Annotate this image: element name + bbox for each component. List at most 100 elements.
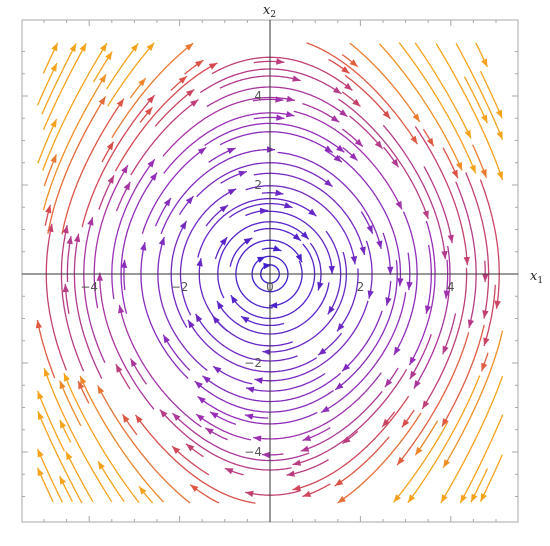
- stream-arrowhead: [422, 400, 430, 409]
- stream-arrowhead: [253, 435, 262, 442]
- streamline: [262, 251, 348, 353]
- stream-arrowhead: [395, 200, 402, 210]
- stream-arrowhead: [50, 119, 57, 128]
- streamline: [65, 451, 94, 503]
- stream-arrowhead: [275, 96, 284, 103]
- stream-arrowhead: [272, 245, 282, 252]
- stream-arrowhead: [158, 236, 165, 246]
- stream-arrowhead: [300, 445, 310, 452]
- streamline: [43, 367, 113, 503]
- streamline: [36, 448, 63, 503]
- stream-arrowhead: [302, 490, 312, 497]
- stream-arrowhead: [367, 290, 374, 299]
- stream-arrowhead: [393, 494, 401, 503]
- stream-arrowhead: [308, 208, 317, 217]
- streamline: [36, 319, 56, 379]
- stream-arrowhead: [62, 225, 69, 234]
- stream-arrowhead: [426, 137, 434, 147]
- stream-arrowhead: [97, 385, 105, 395]
- x-tick-label: −4: [80, 280, 98, 294]
- stream-arrowhead: [196, 258, 203, 267]
- streamline: [204, 122, 345, 153]
- stream-arrowhead: [243, 237, 253, 245]
- stream-arrowhead: [259, 207, 269, 215]
- stream-arrowhead: [321, 405, 330, 413]
- stream-arrowhead: [335, 382, 344, 390]
- streamline: [216, 282, 330, 335]
- stream-arrowhead: [443, 459, 451, 468]
- stream-arrowhead: [43, 368, 50, 377]
- stream-arrowhead: [334, 478, 344, 486]
- stream-arrowhead: [354, 138, 363, 147]
- stream-arrowhead: [121, 165, 128, 174]
- stream-arrowhead: [122, 414, 130, 423]
- stream-arrowhead: [467, 319, 474, 328]
- stream-arrowhead: [393, 346, 401, 356]
- stream-arrowhead: [186, 89, 195, 97]
- stream-arrowhead: [62, 283, 69, 293]
- stream-arrowhead: [464, 129, 471, 139]
- streamline: [83, 217, 106, 363]
- stream-arrowhead: [78, 380, 85, 390]
- streamline: [253, 172, 366, 256]
- stream-arrowhead: [51, 42, 58, 52]
- stream-arrowhead: [481, 362, 488, 372]
- stream-arrowhead: [74, 233, 81, 243]
- streamline: [463, 76, 488, 124]
- streamline: [228, 202, 293, 219]
- streamline: [111, 42, 194, 139]
- stream-arrowhead: [50, 154, 57, 164]
- streamline: [338, 155, 402, 287]
- stream-arrowhead: [263, 262, 272, 270]
- stream-arrowhead: [188, 319, 195, 329]
- streamline: [408, 220, 436, 366]
- stream-arrowhead: [494, 300, 501, 309]
- streamline: [206, 86, 348, 118]
- stream-arrowhead: [257, 256, 266, 263]
- streamline: [235, 239, 303, 309]
- stream-arrowhead: [244, 413, 254, 420]
- streamline: [292, 395, 410, 491]
- stream-arrowhead: [80, 375, 87, 385]
- streamline: [197, 395, 318, 425]
- stream-arrowhead: [99, 43, 107, 52]
- streamline: [41, 43, 77, 115]
- stream-arrowhead: [441, 250, 448, 260]
- streamline: [130, 99, 199, 176]
- streamline: [217, 221, 310, 299]
- streamline: [97, 385, 191, 504]
- stream-arrowhead: [261, 451, 270, 459]
- stream-arrowhead: [333, 86, 342, 94]
- stream-arrowhead: [333, 154, 342, 163]
- stream-arrowhead: [172, 413, 181, 421]
- streamline: [36, 390, 65, 452]
- stream-arrowhead: [384, 378, 393, 388]
- streamline: [194, 380, 334, 413]
- stream-arrowhead: [254, 377, 263, 384]
- stream-arrowhead: [318, 347, 327, 356]
- stream-arrowhead: [159, 409, 168, 418]
- streamline: [269, 260, 303, 307]
- stream-arrowhead: [415, 446, 423, 456]
- streamline: [261, 210, 333, 275]
- stream-arrowhead: [210, 411, 219, 419]
- stream-arrowhead: [366, 225, 373, 234]
- stream-arrowhead: [147, 159, 155, 168]
- streamline: [157, 236, 208, 372]
- streamline: [106, 43, 139, 90]
- stream-arrowhead: [195, 60, 204, 68]
- streamline: [79, 375, 165, 503]
- streamline: [334, 260, 398, 391]
- streamline: [114, 62, 218, 172]
- streamline: [73, 233, 103, 379]
- stream-arrowhead: [483, 337, 490, 346]
- stream-arrowhead: [336, 144, 345, 153]
- streamline: [441, 324, 485, 427]
- tick-labels: −4 −2 2 4 −4 −2 2 4 0: [80, 89, 454, 459]
- stream-arrowhead: [401, 419, 410, 428]
- stream-arrowhead: [283, 202, 293, 209]
- stream-arrowhead: [37, 390, 44, 400]
- streamline: [179, 188, 237, 316]
- streamline: [479, 70, 503, 119]
- streamline: [479, 179, 500, 309]
